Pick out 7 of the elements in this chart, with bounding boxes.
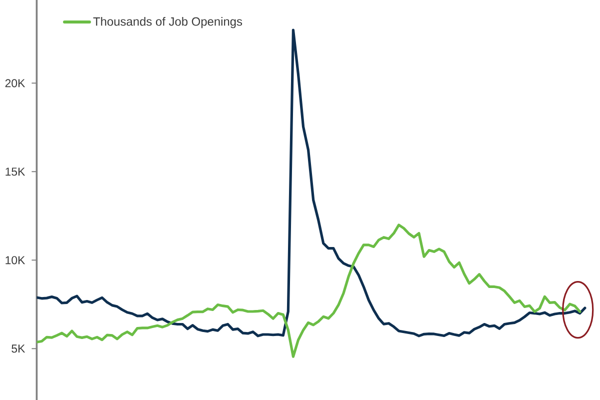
line-series: [36, 224, 582, 358]
line-series: [36, 28, 586, 338]
y-tick-label: 15K: [6, 168, 26, 176]
y-tick-label: 5K: [12, 344, 26, 353]
legend-label: Thousands of Job Openings: [93, 16, 242, 28]
y-tick-label: 10K: [6, 256, 26, 264]
y-tick-label: 20K: [5, 79, 26, 88]
